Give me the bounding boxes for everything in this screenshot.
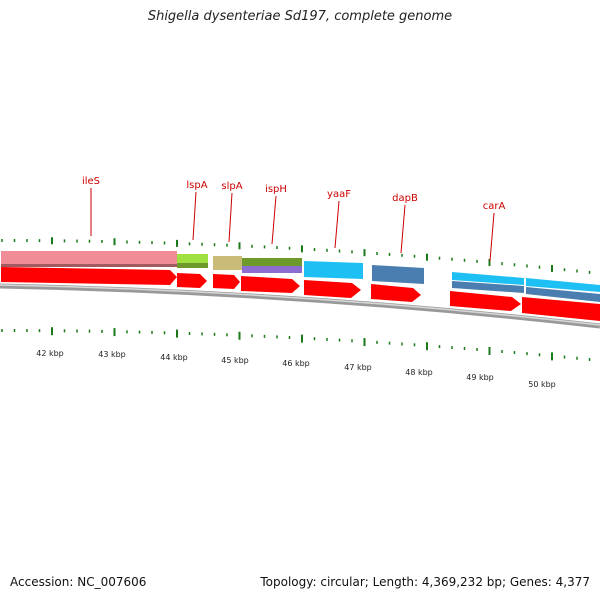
leader-dapB xyxy=(400,204,406,254)
gene-label-carA[interactable]: carA xyxy=(483,201,506,212)
gene-leader-lines xyxy=(90,188,495,262)
feature-ileS-lower xyxy=(1,264,177,267)
leader-carA xyxy=(489,212,495,262)
cds-arrow-yaaF[interactable] xyxy=(304,280,361,298)
feature-ispH-2[interactable] xyxy=(242,266,302,273)
cds-arrow-ileS[interactable] xyxy=(1,267,177,285)
cds-arrow-slpA[interactable] xyxy=(213,274,240,289)
gene-label-yaaF[interactable]: yaaF xyxy=(327,189,351,200)
leader-yaaF xyxy=(334,200,340,249)
feature-ispH[interactable] xyxy=(242,258,302,266)
cds-arrow-carA-2[interactable] xyxy=(522,297,600,321)
leader-lspA xyxy=(192,191,197,241)
gene-label-dapB[interactable]: dapB xyxy=(392,193,418,204)
cds-track xyxy=(1,267,600,321)
gene-label-slpA[interactable]: slpA xyxy=(221,181,242,192)
gene-label-lspA[interactable]: lspA xyxy=(186,180,207,191)
genome-backbone-highlight xyxy=(0,284,600,326)
feature-track-categories xyxy=(1,251,600,302)
scale-label-44: 44 kbp xyxy=(160,353,188,362)
scale-label-50: 50 kbp xyxy=(528,380,556,389)
feature-ileS[interactable] xyxy=(1,251,177,264)
scale-labels: 42 kbp 43 kbp 44 kbp 45 kbp 46 kbp 47 kb… xyxy=(36,349,556,389)
feature-carA[interactable] xyxy=(452,272,524,285)
genome-summary-text: Topology: circular; Length: 4,369,232 bp… xyxy=(260,575,590,589)
feature-carA-2[interactable] xyxy=(452,281,524,293)
scale-label-42: 42 kbp xyxy=(36,349,64,358)
scale-ruler xyxy=(1,327,591,361)
leader-slpA xyxy=(228,192,233,243)
feature-yaaF[interactable] xyxy=(304,261,363,279)
cds-arrow-carA[interactable] xyxy=(450,291,521,311)
accession-text: Accession: NC_007606 xyxy=(10,575,147,589)
scale-label-48: 48 kbp xyxy=(405,368,433,377)
gene-labels: ileS lspA slpA ispH yaaF dapB carA xyxy=(82,176,505,212)
cds-arrow-lspA[interactable] xyxy=(177,273,207,288)
feature-lspA[interactable] xyxy=(177,254,208,263)
upper-tick-row xyxy=(1,237,591,274)
gene-label-ileS[interactable]: ileS xyxy=(82,176,100,187)
feature-dapB[interactable] xyxy=(372,265,424,284)
feature-carA-4[interactable] xyxy=(526,287,600,302)
scale-label-46: 46 kbp xyxy=(282,359,310,368)
cds-arrow-ispH[interactable] xyxy=(241,276,300,293)
feature-lspA-lower xyxy=(177,263,208,268)
leader-ispH xyxy=(271,195,277,245)
genome-backbone xyxy=(0,283,600,329)
feature-carA-3[interactable] xyxy=(526,278,600,292)
cds-arrow-dapB[interactable] xyxy=(371,284,421,302)
scale-label-49: 49 kbp xyxy=(466,373,494,382)
scale-label-45: 45 kbp xyxy=(221,356,249,365)
scale-label-43: 43 kbp xyxy=(98,350,126,359)
scale-label-47: 47 kbp xyxy=(344,363,372,372)
feature-slpA[interactable] xyxy=(213,256,242,270)
map-title: Shigella dysenteriae Sd197, complete gen… xyxy=(147,9,453,24)
gene-label-ispH[interactable]: ispH xyxy=(265,184,287,195)
